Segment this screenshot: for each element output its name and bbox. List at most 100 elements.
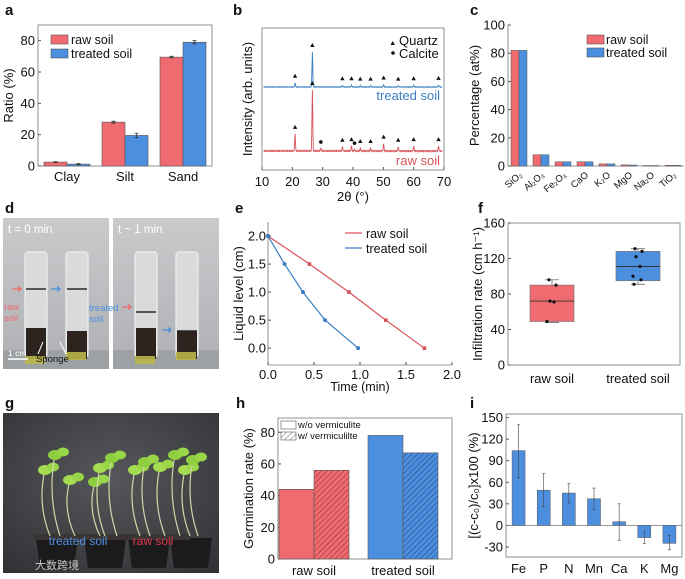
error-bar xyxy=(567,483,571,504)
seedling-stem xyxy=(51,454,61,537)
chart-e-ytick-label: 2.0 xyxy=(248,229,266,244)
legend-calcite-marker xyxy=(391,51,395,55)
bar-raw xyxy=(664,165,674,167)
sponge xyxy=(66,352,86,360)
treated-soil-label: treated soil xyxy=(49,534,108,548)
legend-swatch xyxy=(280,420,297,430)
data-point xyxy=(548,299,552,303)
legend-label: raw soil xyxy=(606,33,648,47)
panel-label: a xyxy=(5,2,14,19)
chart-a-ytick-label: 0 xyxy=(28,159,35,174)
panel-label: i xyxy=(470,395,474,412)
level-arrow xyxy=(12,286,23,292)
chart-e-xtick-label: 0.0 xyxy=(259,367,277,382)
level-arrow xyxy=(162,327,173,333)
error-bar xyxy=(617,503,621,541)
legend-label: w/o vermiculite xyxy=(297,420,361,431)
chart-b-xtick-label: 30 xyxy=(315,174,329,189)
error-bar xyxy=(76,163,81,166)
seedling-stem xyxy=(189,459,199,537)
time-label: t = 0 min xyxy=(8,224,52,236)
water-meniscus xyxy=(26,288,46,290)
chart-i-ytick-label: 30 xyxy=(489,496,503,511)
seedling-stem xyxy=(171,454,181,537)
x-tick-label: Sand xyxy=(168,169,198,184)
quartz-marker xyxy=(340,137,345,142)
xrd-line-treated xyxy=(263,51,443,89)
bar-treated xyxy=(650,165,660,167)
chart-e-xtick-label: 2.0 xyxy=(443,367,461,382)
bar-treated xyxy=(182,41,207,167)
seedling-leaf xyxy=(177,447,189,457)
data-point xyxy=(552,300,556,304)
bar-treated xyxy=(562,161,572,167)
data-point xyxy=(282,262,287,267)
chart-e-ytick-label: 1.0 xyxy=(248,285,266,300)
data-point xyxy=(307,262,312,266)
chart-c-ytick-label: 0 xyxy=(498,159,505,174)
chart-i-ytick-label: 0 xyxy=(496,518,503,533)
error-bar xyxy=(517,424,521,479)
seedling-leaf xyxy=(72,472,84,482)
time-label: t ~ 1 min xyxy=(118,224,162,236)
bar-treated xyxy=(628,164,638,167)
chart-i-ytick-label: 150 xyxy=(481,410,503,425)
chart-b-xtick-label: 20 xyxy=(285,174,299,189)
calcite-marker xyxy=(319,140,323,144)
seedling-stem xyxy=(131,469,141,537)
legend-label: raw soil xyxy=(366,227,408,241)
quartz-marker xyxy=(368,76,373,81)
seedling-tray-cell xyxy=(128,538,170,568)
data-point xyxy=(266,234,270,239)
level-arrow xyxy=(122,304,133,310)
seedling-leaf xyxy=(97,474,109,484)
legend-label: Quartz xyxy=(399,33,438,48)
photo-background xyxy=(113,218,219,369)
treated-soil-label: treated soil xyxy=(89,303,119,325)
legend-quartz-marker xyxy=(390,41,395,45)
legend-label: w/ vermiculilte xyxy=(297,431,358,442)
x-tick-label: treated soil xyxy=(371,563,435,578)
chart-i-ytick-label: 60 xyxy=(489,475,503,490)
x-tick-label: K xyxy=(640,561,649,576)
seedling-tray-cell xyxy=(170,538,212,568)
box xyxy=(529,284,575,322)
chart-e-xtick-label: 1.5 xyxy=(397,367,415,382)
data-point xyxy=(323,318,328,323)
panel-label: f xyxy=(478,200,484,217)
sponge xyxy=(176,352,196,360)
quartz-marker xyxy=(358,76,363,81)
quartz-marker xyxy=(381,75,386,80)
data-point xyxy=(633,247,637,251)
x-tick-label: K₂O xyxy=(593,170,613,190)
panel-label: e xyxy=(235,200,243,217)
x-tick-label: Na₂O xyxy=(632,170,657,193)
water-meniscus xyxy=(67,288,87,290)
data-point xyxy=(554,283,558,287)
soil-layer xyxy=(136,328,156,359)
xrd-line-raw xyxy=(263,90,443,153)
bar-without-vermiculite xyxy=(367,435,404,560)
bar-raw xyxy=(576,161,586,167)
error-bar xyxy=(134,132,139,139)
seedling-stem xyxy=(108,457,118,537)
bar-raw xyxy=(554,161,564,167)
bar-raw xyxy=(620,164,630,167)
panel-label: h xyxy=(236,395,245,412)
error-bar xyxy=(542,473,546,507)
chart-c-ytick-label: 40 xyxy=(491,102,505,117)
chart-e-xtick-label: 1.0 xyxy=(351,367,369,382)
chart-a-ytick-label: 20 xyxy=(21,127,35,142)
x-tick-label: raw soil xyxy=(530,371,574,386)
legend-swatch xyxy=(280,431,297,441)
error-bar xyxy=(642,530,646,544)
chart-f-ylabel: Infiltration rate (cm h⁻¹) xyxy=(470,227,485,361)
legend-label: Calcite xyxy=(399,46,439,61)
chart-i-frame xyxy=(505,413,683,558)
chart-i-ylabel: [(c-c₀)/c₀]x100 (%) xyxy=(466,432,481,538)
chart-i-ytick-label: 90 xyxy=(489,453,503,468)
data-point xyxy=(638,264,642,269)
x-tick-label: Clay xyxy=(54,169,81,184)
legend-label: treated soil xyxy=(606,46,667,60)
chart-i-ytick-label: -30 xyxy=(484,539,503,554)
